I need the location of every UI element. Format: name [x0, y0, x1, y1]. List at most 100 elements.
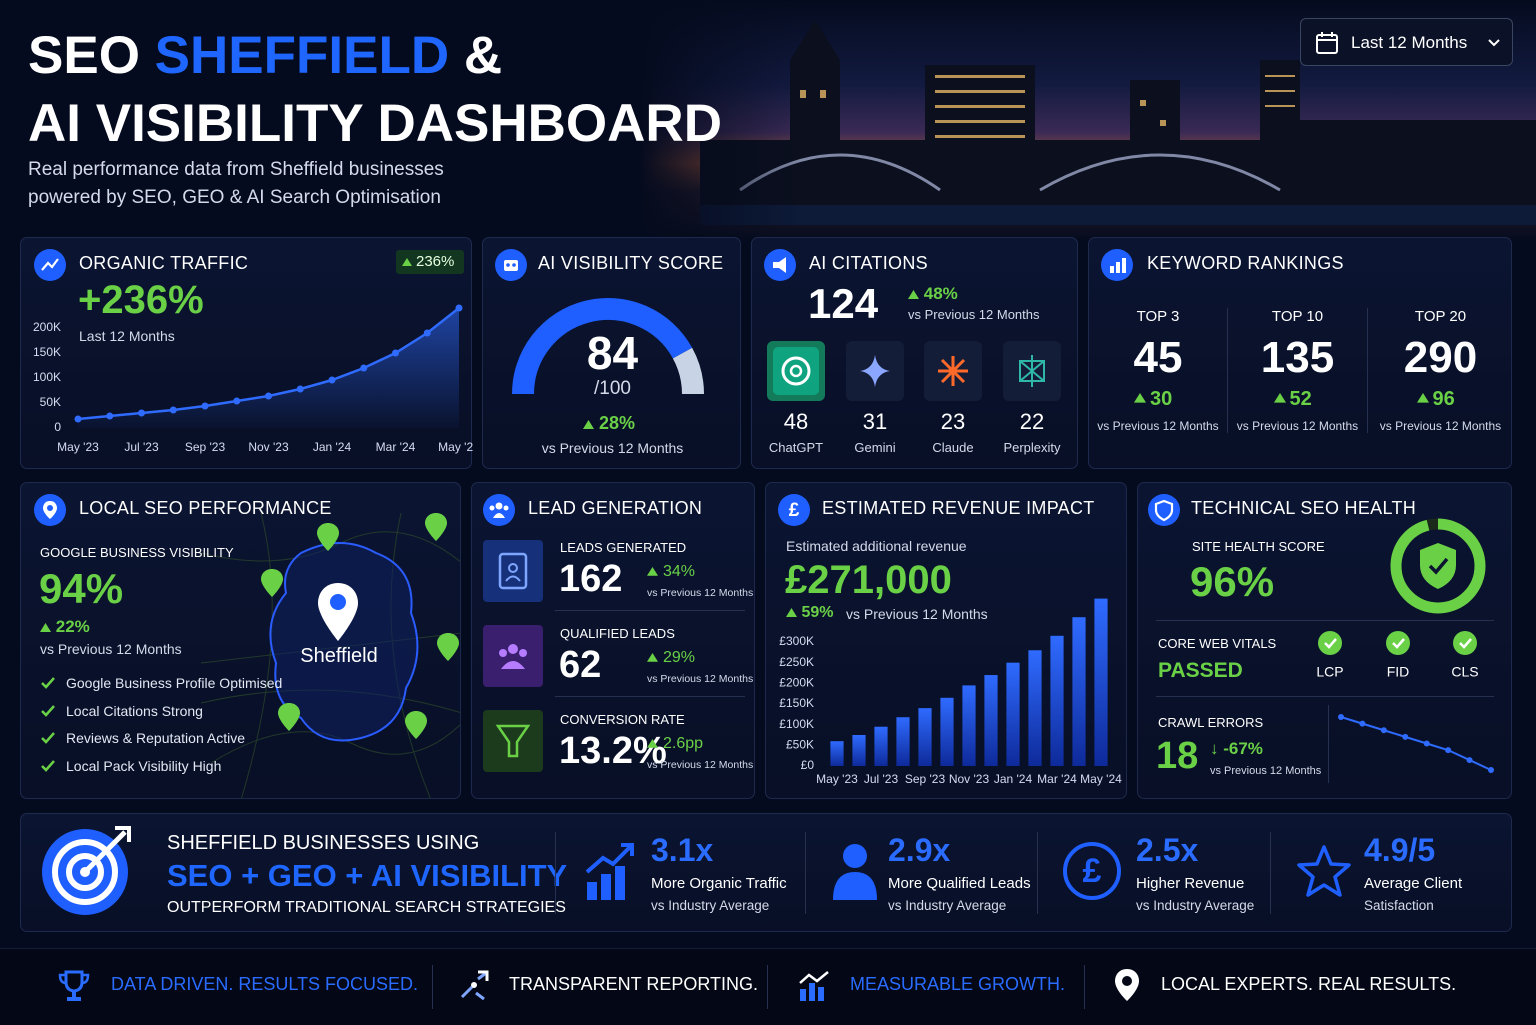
score-label: SITE HEALTH SCORE	[1192, 539, 1325, 554]
divider	[1328, 705, 1329, 783]
divider	[432, 965, 433, 1009]
comparison: vs Previous 12 Months	[541, 440, 684, 456]
point	[74, 415, 82, 423]
title-line-1: SEO SHEFFIELD &	[28, 24, 502, 88]
check-shape	[41, 704, 55, 717]
date-filter-label: Last 12 Months	[1351, 33, 1468, 52]
comparison: vs Previous 12 Months	[846, 606, 988, 622]
y-tick-label: £150K	[779, 696, 814, 710]
x-tick-label: Mar '24	[376, 440, 416, 454]
pound-icon: £	[1063, 842, 1121, 900]
perplexity-logo	[1003, 341, 1061, 401]
star-icon	[1297, 845, 1351, 897]
x-tick-label: Jan '24	[313, 440, 352, 454]
technical-seo-panel: LCP FID CLS TECHNICAL SEO HEALTH SITE HEAL…	[1137, 482, 1512, 799]
panel-icon	[34, 249, 66, 281]
platform-name: Perplexity	[1003, 440, 1061, 455]
gauge-value	[512, 298, 693, 395]
panel-title: ESTIMATED REVENUE IMPACT	[822, 498, 1095, 518]
vital-check	[1453, 631, 1477, 655]
point	[392, 349, 399, 357]
organic-traffic-chart: 0 50K 100K 150K 200K May '23 Jul '23 Sep '23 Nov…	[33, 304, 473, 454]
period: Last 12 Months	[79, 328, 175, 344]
growth-icon	[585, 843, 634, 900]
citations-total: 124	[808, 280, 879, 327]
comparison: vs Previous 12 Months	[908, 307, 1040, 322]
y-tick-label: £300K	[779, 634, 814, 648]
revenue-value: £271,000	[785, 558, 952, 602]
group-label: TOP 20	[1414, 308, 1467, 325]
title-word: &	[463, 26, 503, 85]
trend-point	[1402, 733, 1409, 740]
x-tick-label: May '23	[816, 772, 858, 786]
revenue-panel: £0 £50K £100K £150K £200K £250K £300K May '23 Ju…	[765, 482, 1127, 799]
bar	[1072, 617, 1086, 766]
change-text: 48%	[923, 284, 958, 303]
comparison: vs Previous 12 Months	[40, 641, 182, 657]
banner-line: OUTPERFORM TRADITIONAL SEARCH STRATEGIES	[167, 899, 566, 916]
x-tick-label: Jan '24	[994, 772, 1033, 786]
point	[233, 397, 241, 405]
svg-text:£: £	[789, 500, 800, 521]
arrow-shape	[647, 567, 658, 576]
score-value: 96%	[1190, 558, 1275, 605]
up-arrow	[402, 258, 412, 266]
arrow-shape	[1134, 393, 1146, 403]
vital-check	[1318, 631, 1342, 655]
bar	[962, 685, 976, 766]
platform-count: 23	[940, 409, 966, 434]
panel-title: AI CITATIONS	[809, 253, 928, 273]
bar	[896, 717, 910, 766]
pin-icon	[1115, 969, 1139, 1001]
check-shape	[41, 677, 55, 689]
chatgpt-logo	[767, 341, 825, 401]
platform-name: Claude	[932, 440, 974, 455]
shield-icon	[1420, 543, 1456, 589]
trophy-icon	[58, 970, 90, 1001]
up-arrow	[40, 623, 51, 632]
arrow-shape	[647, 653, 658, 662]
trend-point	[1466, 757, 1473, 764]
divider	[1227, 308, 1228, 433]
metric-label: GOOGLE BUSINESS VISIBILITY	[40, 545, 234, 560]
stat-sub: vs Industry Average	[888, 898, 1007, 913]
conversion-icon	[483, 710, 543, 772]
comparison: vs Previous 12 Months	[647, 673, 754, 685]
y-tick-label: 150K	[33, 345, 61, 359]
ai-citations-panel: AI CITATIONS 124 48% vs Previous 12 Mont…	[751, 237, 1078, 469]
divider	[1367, 308, 1368, 433]
divider	[1270, 832, 1271, 914]
technical-seo-graphics: LCP FID CLS	[1316, 518, 1494, 773]
check-icon	[41, 704, 55, 717]
item-value: 162	[559, 558, 623, 600]
group-change: 52	[1289, 388, 1312, 410]
footer-item: DATA DRIVEN. RESULTS FOCUSED.	[111, 974, 419, 994]
change-badge: 236%	[396, 250, 464, 274]
panel-title: ORGANIC TRAFFIC	[79, 253, 249, 273]
trend-point	[1488, 767, 1494, 773]
score-scale: /100	[594, 378, 631, 399]
x-tick-label: Mar '24	[1037, 772, 1077, 786]
local-seo-panel: Sheffield LOCAL SEO PERFORMANCE GOOGLE B…	[20, 482, 461, 799]
bar	[984, 675, 998, 766]
crawl-errors: 18	[1156, 735, 1199, 777]
group-count: 135	[1260, 333, 1335, 382]
cwv-label: CORE WEB VITALS	[1158, 636, 1277, 651]
divider	[555, 832, 556, 914]
group-change: 30	[1150, 388, 1173, 410]
divider	[1156, 696, 1494, 697]
trend-point	[1338, 714, 1344, 720]
target-icon	[42, 826, 131, 915]
banner-line: SHEFFIELD BUSINESSES USING	[167, 832, 480, 854]
checklist-item: Local Citations Strong	[66, 702, 203, 719]
score-value: 84	[586, 327, 639, 379]
up-arrow	[786, 608, 797, 617]
calendar-icon	[1316, 32, 1338, 54]
group-count: 290	[1403, 333, 1478, 382]
vital-check-mark	[1459, 638, 1472, 649]
point	[360, 364, 368, 372]
date-filter[interactable]: Last 12 Months	[1300, 18, 1513, 66]
check-shape	[41, 759, 55, 772]
y-tick-label: 100K	[33, 370, 61, 384]
comparison: vs Previous 12 Months	[1379, 419, 1502, 433]
